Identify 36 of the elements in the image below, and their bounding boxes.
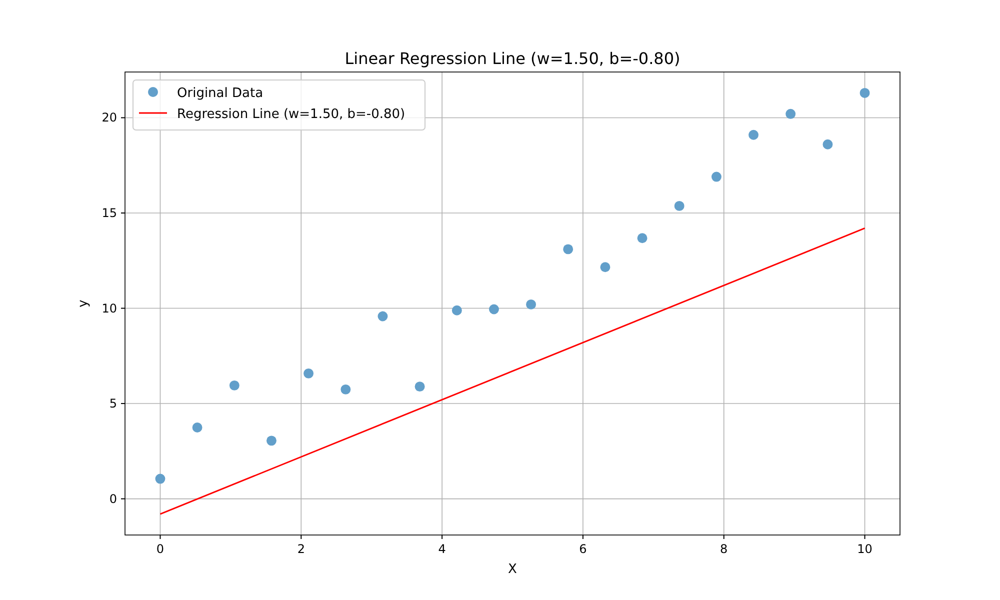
point xyxy=(600,262,610,272)
point xyxy=(822,139,833,150)
point xyxy=(192,422,202,433)
point xyxy=(378,311,388,322)
x-tick-label: 4 xyxy=(438,542,446,556)
point xyxy=(452,305,462,316)
point xyxy=(340,384,351,394)
y-tick-label: 5 xyxy=(109,396,117,411)
point xyxy=(304,368,314,378)
point xyxy=(674,200,684,211)
point xyxy=(414,382,425,392)
point xyxy=(563,244,574,254)
y-tick-label: 0 xyxy=(109,492,117,506)
x-tick-label: 0 xyxy=(156,542,164,556)
point xyxy=(229,380,240,390)
point xyxy=(266,436,276,446)
point xyxy=(155,474,166,484)
point xyxy=(711,172,722,182)
x-tick-label: 10 xyxy=(857,542,872,556)
point xyxy=(526,299,536,310)
y-tick-label: 20 xyxy=(102,110,117,125)
point xyxy=(488,304,499,314)
point xyxy=(637,233,648,244)
point xyxy=(748,130,759,140)
point xyxy=(786,108,796,119)
legend-label: Regression Line (w=1.50, b=-0.80) xyxy=(177,107,406,122)
y-tick-label: 10 xyxy=(102,301,117,316)
chart-title: Linear Regression Line (w=1.50, b=-0.80) xyxy=(344,49,680,68)
legend-label: Original Data xyxy=(177,86,264,101)
y-axis-title: y xyxy=(76,299,91,308)
x-tick-label: 2 xyxy=(297,542,305,556)
x-tick-label: 6 xyxy=(579,542,587,556)
point xyxy=(860,88,870,98)
x-axis-title: X xyxy=(508,562,518,577)
y-tick-label: 15 xyxy=(102,206,117,220)
x-tick-label: 8 xyxy=(720,542,728,556)
